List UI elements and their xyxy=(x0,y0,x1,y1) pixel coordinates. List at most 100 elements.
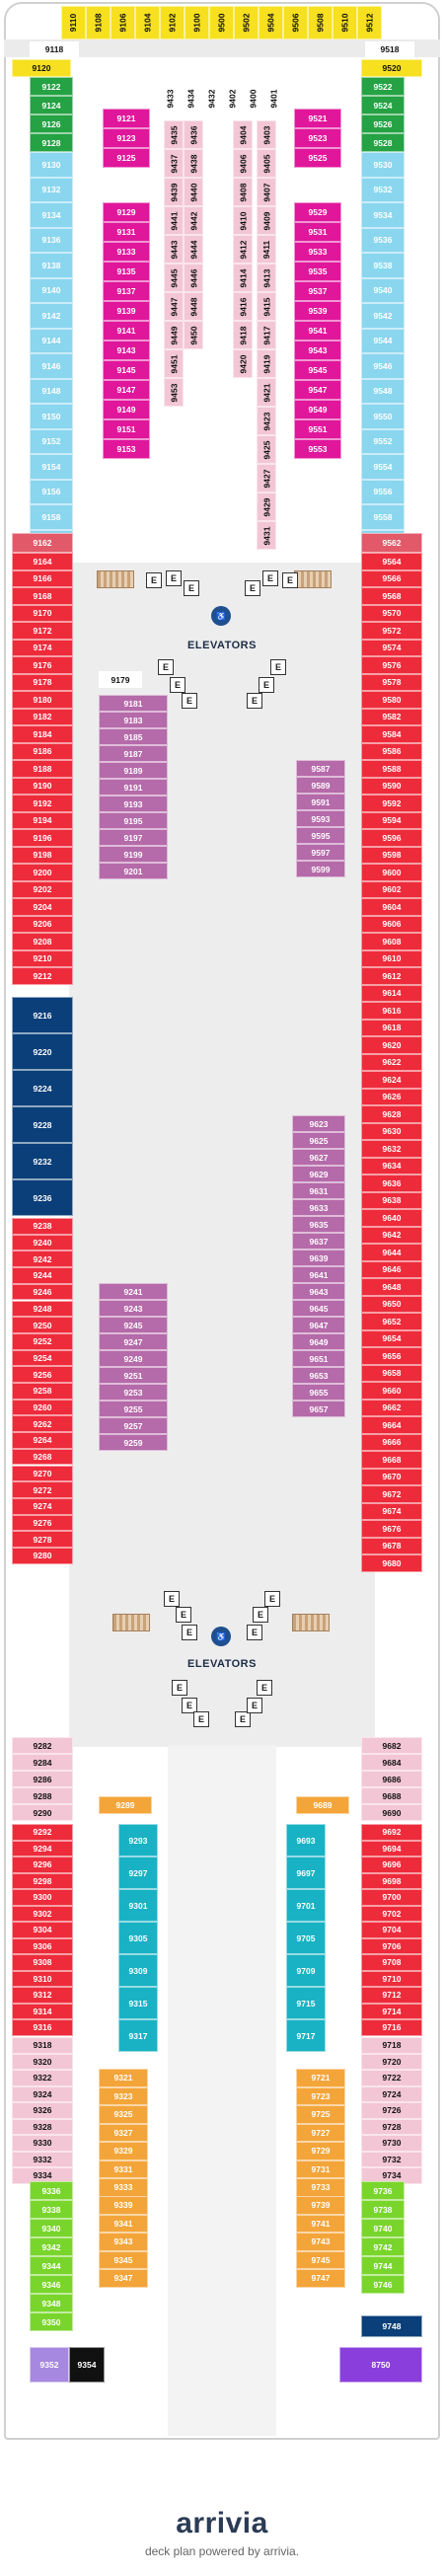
cabin-9438[interactable]: 9438 xyxy=(184,149,203,178)
cabin-9524[interactable]: 9524 xyxy=(361,96,405,114)
cabin-9688[interactable]: 9688 xyxy=(361,1787,422,1804)
cabin-9440[interactable]: 9440 xyxy=(184,178,203,206)
cabin-9405[interactable]: 9405 xyxy=(257,149,276,178)
cabin-9635[interactable]: 9635 xyxy=(292,1216,345,1233)
cabin-9738[interactable]: 9738 xyxy=(361,2200,405,2219)
cabin-9400[interactable]: 9400 xyxy=(243,79,263,118)
cabin-9100[interactable]: 9100 xyxy=(185,6,209,39)
cabin-9539[interactable]: 9539 xyxy=(294,301,341,321)
cabin-9627[interactable]: 9627 xyxy=(292,1149,345,1166)
cabin-9747[interactable]: 9747 xyxy=(296,2269,345,2288)
cabin-9321[interactable]: 9321 xyxy=(99,2069,148,2087)
cabin-9284[interactable]: 9284 xyxy=(12,1754,73,1771)
cabin-9570[interactable]: 9570 xyxy=(361,604,422,622)
cabin-9198[interactable]: 9198 xyxy=(12,846,73,864)
cabin-9104[interactable]: 9104 xyxy=(135,6,160,39)
cabin-9144[interactable]: 9144 xyxy=(30,328,73,353)
cabin-9553[interactable]: 9553 xyxy=(294,439,341,459)
cabin-9554[interactable]: 9554 xyxy=(361,454,405,480)
cabin-9658[interactable]: 9658 xyxy=(361,1364,422,1382)
cabin-9736[interactable]: 9736 xyxy=(361,2181,405,2200)
cabin-9642[interactable]: 9642 xyxy=(361,1226,422,1244)
cabin-9620[interactable]: 9620 xyxy=(361,1036,422,1054)
cabin-9290[interactable]: 9290 xyxy=(12,1804,73,1821)
cabin-9282[interactable]: 9282 xyxy=(12,1737,73,1754)
cabin-9330[interactable]: 9330 xyxy=(12,2135,73,2152)
cabin-9700[interactable]: 9700 xyxy=(361,1889,422,1906)
cabin-9441[interactable]: 9441 xyxy=(164,206,184,235)
cabin-9325[interactable]: 9325 xyxy=(99,2105,148,2124)
cabin-9236[interactable]: 9236 xyxy=(12,1179,73,1216)
cabin-9407[interactable]: 9407 xyxy=(257,178,276,206)
cabin-9184[interactable]: 9184 xyxy=(12,725,73,743)
cabin-9732[interactable]: 9732 xyxy=(361,2151,422,2167)
cabin-9678[interactable]: 9678 xyxy=(361,1537,422,1554)
cabin-9245[interactable]: 9245 xyxy=(99,1317,168,1333)
cabin-9568[interactable]: 9568 xyxy=(361,587,422,605)
cabin-9722[interactable]: 9722 xyxy=(361,2070,422,2086)
cabin-9191[interactable]: 9191 xyxy=(99,779,168,796)
cabin-9250[interactable]: 9250 xyxy=(12,1317,73,1333)
cabin-9604[interactable]: 9604 xyxy=(361,898,422,916)
cabin-9550[interactable]: 9550 xyxy=(361,404,405,429)
cabin-9183[interactable]: 9183 xyxy=(99,712,168,728)
cabin-9434[interactable]: 9434 xyxy=(181,79,201,118)
cabin-9510[interactable]: 9510 xyxy=(333,6,357,39)
cabin-9525[interactable]: 9525 xyxy=(294,148,341,168)
cabin-9302[interactable]: 9302 xyxy=(12,1905,73,1922)
cabin-9592[interactable]: 9592 xyxy=(361,795,422,812)
cabin-9305[interactable]: 9305 xyxy=(118,1922,158,1954)
cabin-9574[interactable]: 9574 xyxy=(361,639,422,656)
cabin-9345[interactable]: 9345 xyxy=(99,2250,148,2269)
cabin-9240[interactable]: 9240 xyxy=(12,1234,73,1251)
cabin-9413[interactable]: 9413 xyxy=(257,264,276,292)
cabin-9352[interactable]: 9352 xyxy=(30,2347,69,2383)
cabin-9720[interactable]: 9720 xyxy=(361,2053,422,2070)
cabin-9190[interactable]: 9190 xyxy=(12,777,73,795)
cabin-9694[interactable]: 9694 xyxy=(361,1840,422,1856)
cabin-9216[interactable]: 9216 xyxy=(12,997,73,1033)
cabin-9402[interactable]: 9402 xyxy=(222,79,243,118)
cabin-9636[interactable]: 9636 xyxy=(361,1174,422,1192)
cabin-9178[interactable]: 9178 xyxy=(12,673,73,691)
cabin-9147[interactable]: 9147 xyxy=(103,380,150,400)
cabin-9743[interactable]: 9743 xyxy=(296,2233,345,2251)
cabin-9200[interactable]: 9200 xyxy=(12,864,73,881)
cabin-9566[interactable]: 9566 xyxy=(361,569,422,587)
cabin-9433[interactable]: 9433 xyxy=(160,79,181,118)
cabin-9500[interactable]: 9500 xyxy=(209,6,234,39)
cabin-9543[interactable]: 9543 xyxy=(294,341,341,360)
cabin-9564[interactable]: 9564 xyxy=(361,553,422,570)
cabin-9272[interactable]: 9272 xyxy=(12,1481,73,1498)
cabin-9701[interactable]: 9701 xyxy=(286,1889,326,1922)
cabin-9255[interactable]: 9255 xyxy=(99,1401,168,1417)
cabin-9606[interactable]: 9606 xyxy=(361,915,422,933)
cabin-9131[interactable]: 9131 xyxy=(103,222,150,242)
cabin-9411[interactable]: 9411 xyxy=(257,235,276,264)
cabin-9296[interactable]: 9296 xyxy=(12,1856,73,1873)
cabin-9343[interactable]: 9343 xyxy=(99,2233,148,2251)
cabin-9253[interactable]: 9253 xyxy=(99,1384,168,1401)
cabin-9130[interactable]: 9130 xyxy=(30,152,73,178)
cabin-9731[interactable]: 9731 xyxy=(296,2159,345,2178)
cabin-9544[interactable]: 9544 xyxy=(361,328,405,353)
cabin-9121[interactable]: 9121 xyxy=(103,109,150,128)
cabin-9587[interactable]: 9587 xyxy=(296,760,345,777)
cabin-9300[interactable]: 9300 xyxy=(12,1889,73,1906)
cabin-9600[interactable]: 9600 xyxy=(361,864,422,881)
cabin-9182[interactable]: 9182 xyxy=(12,708,73,725)
cabin-9648[interactable]: 9648 xyxy=(361,1278,422,1296)
cabin-9608[interactable]: 9608 xyxy=(361,933,422,950)
cabin-9708[interactable]: 9708 xyxy=(361,1954,422,1971)
cabin-9654[interactable]: 9654 xyxy=(361,1329,422,1347)
cabin-9520[interactable]: 9520 xyxy=(361,59,422,77)
cabin-9404[interactable]: 9404 xyxy=(233,120,253,149)
cabin-9324[interactable]: 9324 xyxy=(12,2085,73,2102)
cabin-9709[interactable]: 9709 xyxy=(286,1954,326,1987)
cabin-9432[interactable]: 9432 xyxy=(201,79,222,118)
cabin-9518[interactable]: 9518 xyxy=(365,41,414,57)
cabin-9624[interactable]: 9624 xyxy=(361,1071,422,1089)
cabin-9350[interactable]: 9350 xyxy=(30,2312,73,2331)
cabin-9323[interactable]: 9323 xyxy=(99,2086,148,2105)
cabin-9660[interactable]: 9660 xyxy=(361,1382,422,1400)
